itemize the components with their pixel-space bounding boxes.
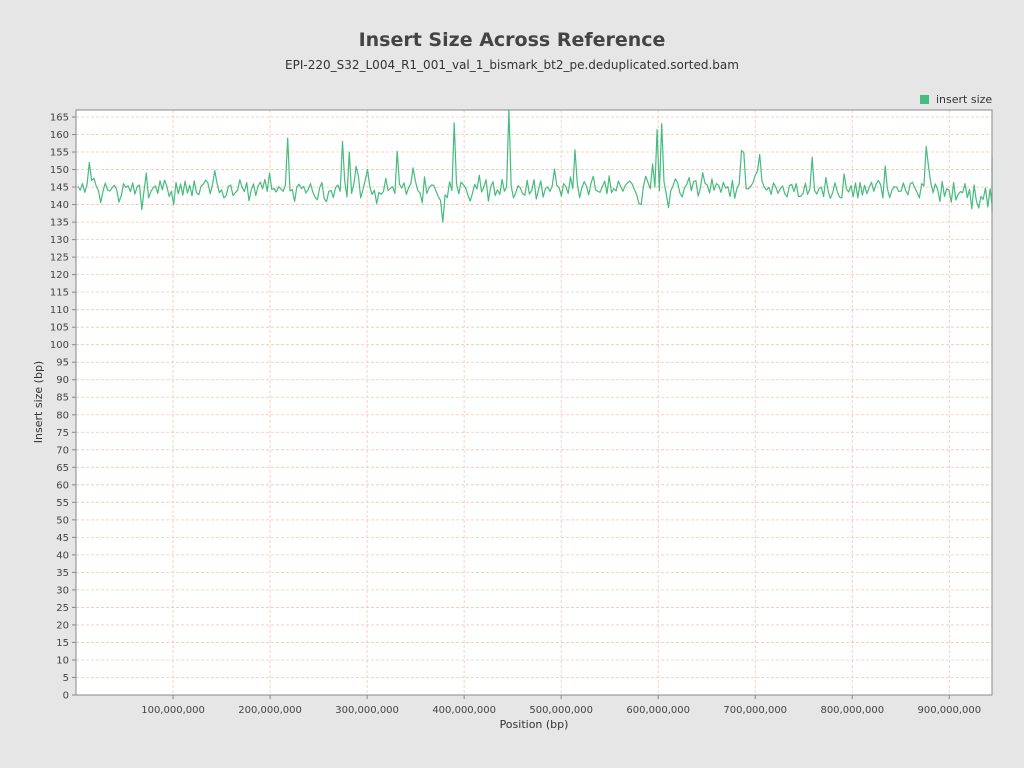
y-tick-label: 25 — [56, 603, 69, 614]
y-tick-label: 140 — [50, 200, 69, 211]
y-tick-label: 35 — [56, 568, 69, 579]
x-tick-label: 900,000,000 — [917, 705, 981, 716]
y-tick-label: 95 — [56, 358, 69, 369]
y-tick-label: 30 — [56, 585, 69, 596]
x-tick-label: 600,000,000 — [626, 705, 690, 716]
y-tick-label: 85 — [56, 393, 69, 404]
y-tick-label: 65 — [56, 463, 69, 474]
y-tick-label: 130 — [50, 235, 69, 246]
y-tick-label: 0 — [63, 691, 69, 702]
y-tick-label: 165 — [50, 113, 69, 124]
y-tick-label: 155 — [50, 148, 69, 159]
y-tick-label: 125 — [50, 253, 69, 264]
x-tick-label: 800,000,000 — [820, 705, 884, 716]
grid — [76, 110, 992, 695]
legend-label: insert size — [936, 93, 992, 106]
x-tick-label: 700,000,000 — [723, 705, 787, 716]
y-tick-label: 40 — [56, 550, 69, 561]
y-tick-label: 45 — [56, 533, 69, 544]
x-tick-label: 300,000,000 — [335, 705, 399, 716]
x-tick-label: 400,000,000 — [432, 705, 496, 716]
y-tick-label: 50 — [56, 515, 69, 526]
y-tick-label: 70 — [56, 445, 69, 456]
y-tick-label: 100 — [50, 340, 69, 351]
y-tick-label: 80 — [56, 410, 69, 421]
y-tick-label: 115 — [50, 288, 69, 299]
y-axis-label: Insert size (bp) — [32, 361, 45, 443]
x-axis: 100,000,000 200,000,000 300,000,000 400,000… — [141, 695, 981, 716]
y-tick-label: 120 — [50, 270, 69, 281]
x-tick-label: 100,000,000 — [141, 705, 205, 716]
y-tick-label: 75 — [56, 428, 69, 439]
plot-border — [75, 109, 993, 696]
y-tick-label: 60 — [56, 480, 69, 491]
y-tick-label: 160 — [50, 130, 69, 141]
chart-title: Insert Size Across Reference — [358, 29, 666, 51]
y-tick-label: 55 — [56, 498, 69, 509]
legend: insert size — [920, 93, 992, 106]
plot-area — [76, 110, 992, 695]
x-tick-label: 200,000,000 — [238, 705, 302, 716]
y-tick-label: 150 — [50, 165, 69, 176]
y-tick-label: 110 — [50, 305, 69, 316]
y-tick-label: 20 — [56, 620, 69, 631]
legend-swatch — [920, 95, 929, 104]
y-axis: 0 5 10 15 20 25 30 35 40 45 50 55 60 65 70 75 80 85 90 95 10… — [50, 113, 76, 702]
x-axis-label: Position (bp) — [500, 718, 569, 731]
y-tick-label: 135 — [50, 218, 69, 229]
chart-subtitle: EPI-220_S32_L004_R1_001_val_1_bismark_bt… — [285, 58, 739, 72]
y-tick-label: 105 — [50, 323, 69, 334]
y-tick-label: 90 — [56, 375, 69, 386]
y-tick-label: 5 — [63, 673, 69, 684]
y-tick-label: 10 — [56, 655, 69, 666]
y-tick-label: 145 — [50, 183, 69, 194]
x-tick-label: 500,000,000 — [529, 705, 593, 716]
y-tick-label: 15 — [56, 638, 69, 649]
